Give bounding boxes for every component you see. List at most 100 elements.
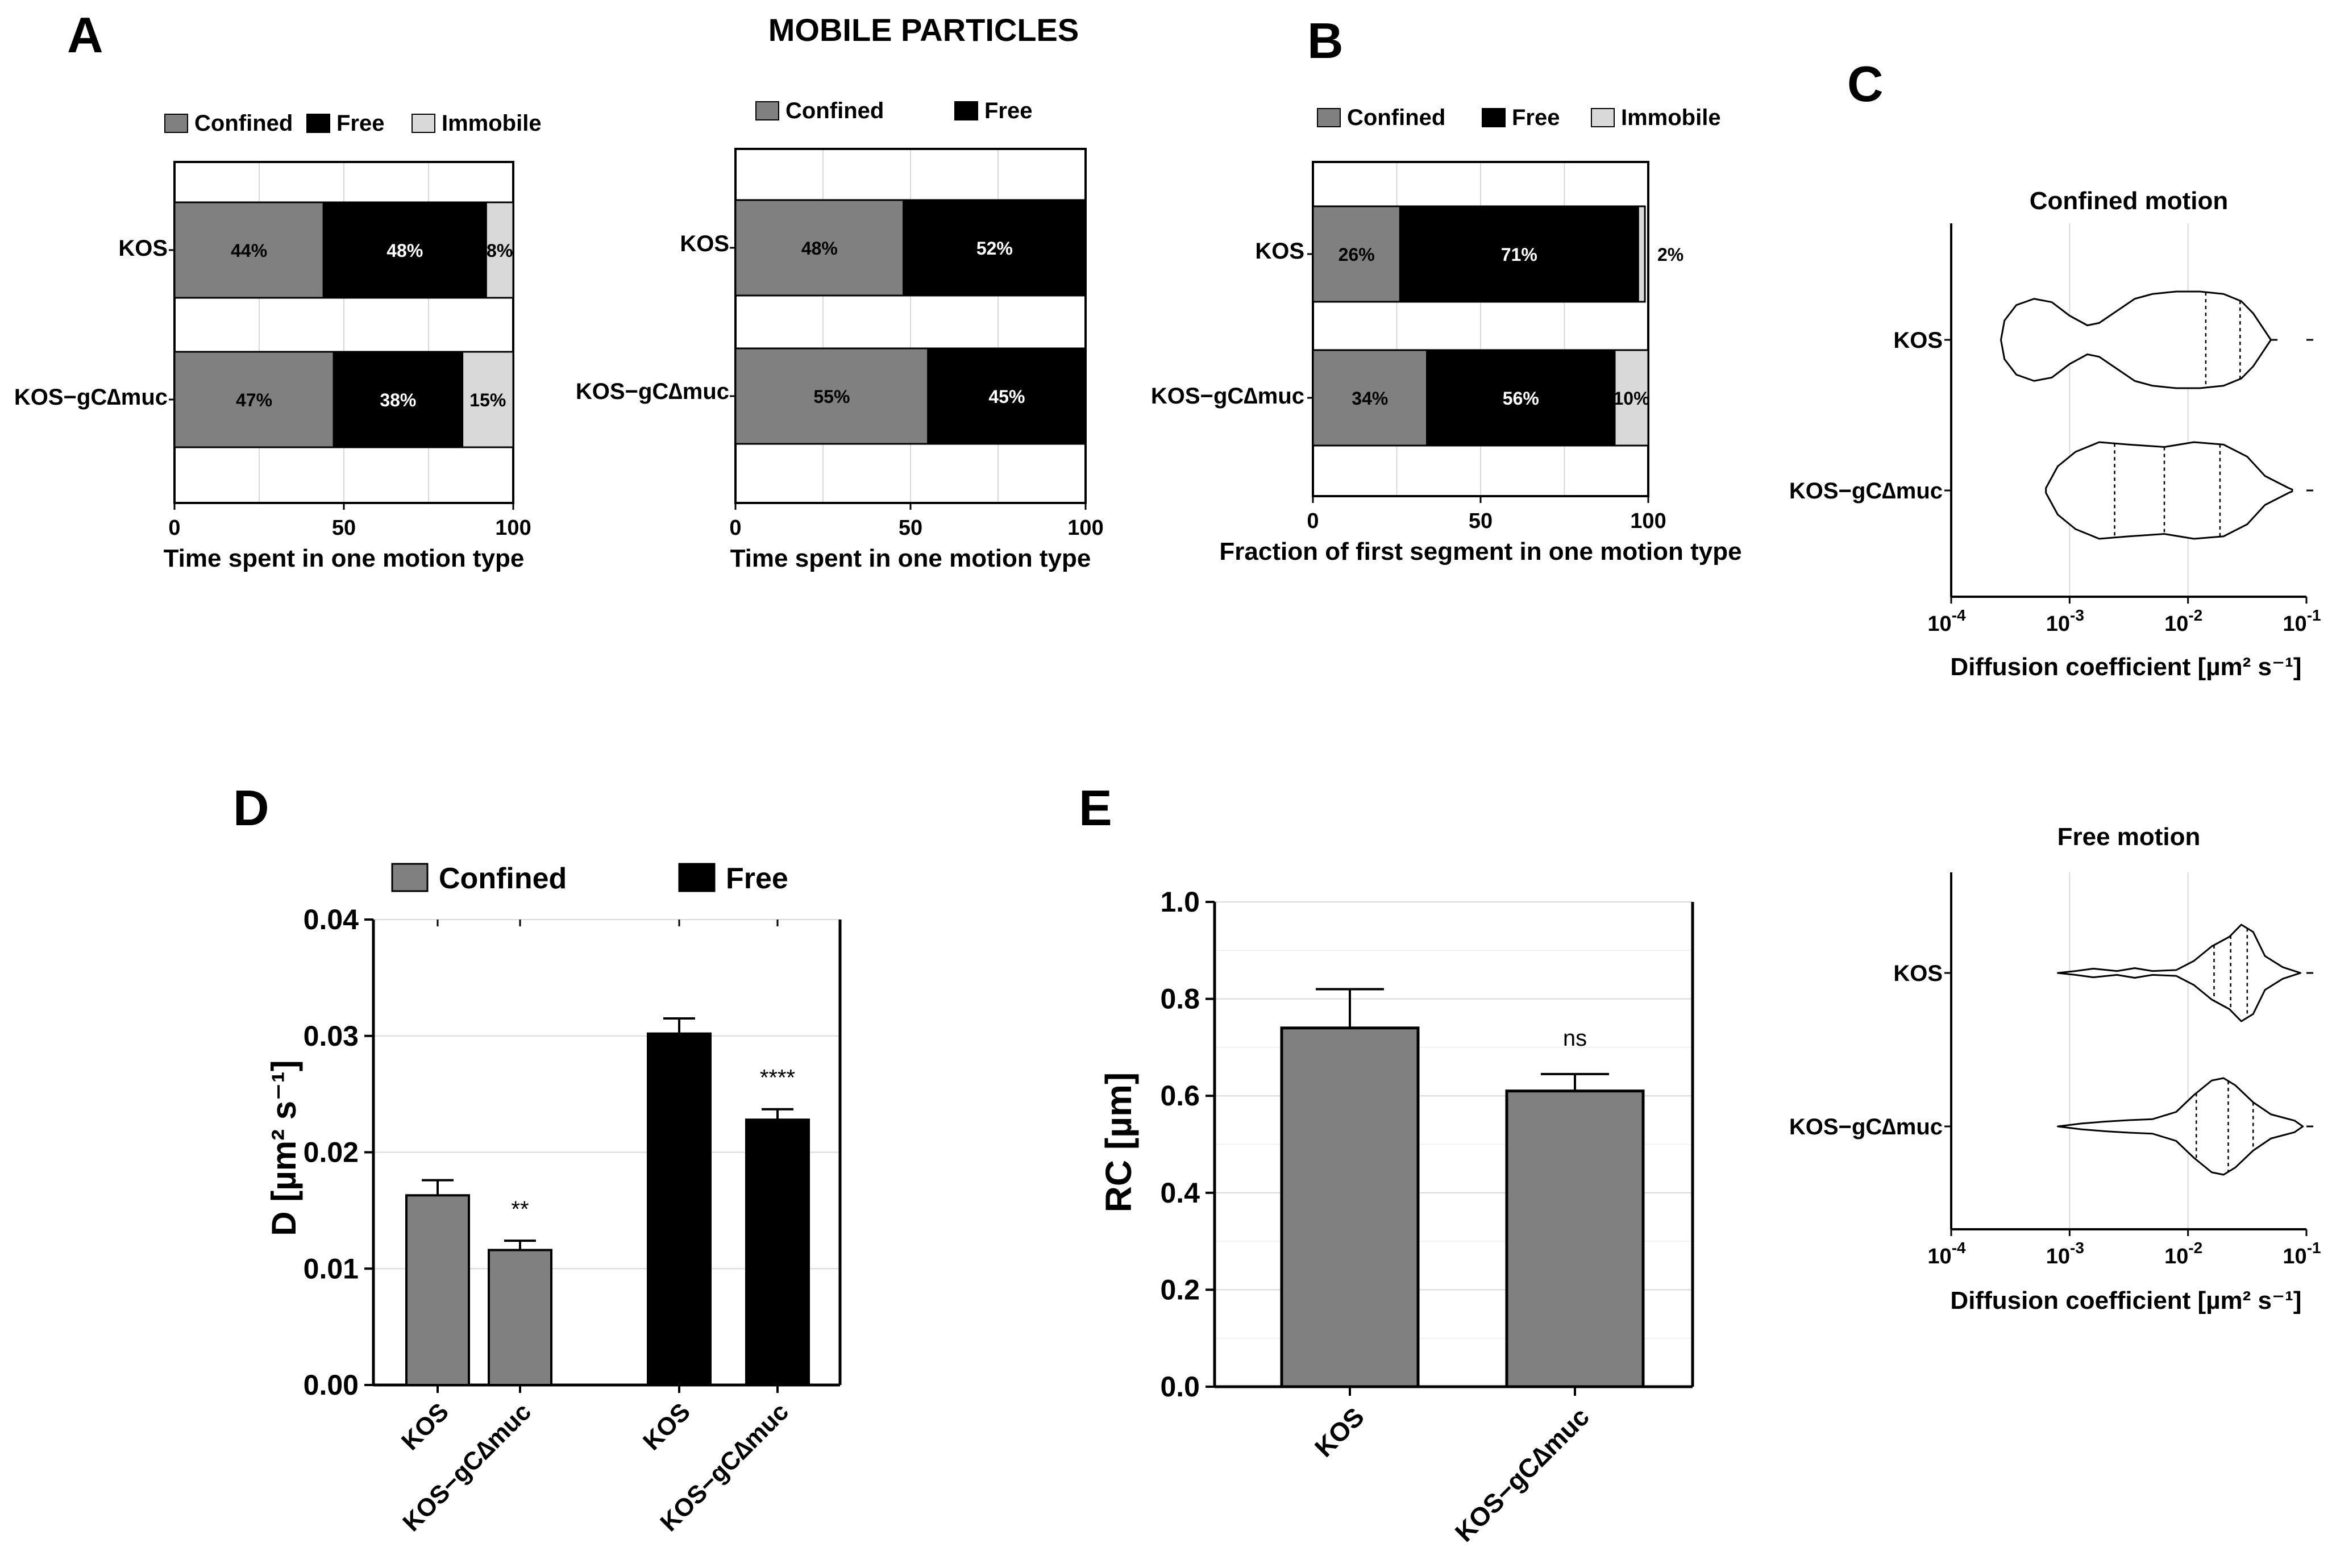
bar-segment: [734, 199, 905, 297]
category-label: KOS: [1893, 328, 1943, 353]
data-label: 48%: [801, 238, 838, 259]
panel-label-b: B: [1307, 13, 1344, 69]
data-label: 47%: [236, 390, 272, 410]
bar-segment: [927, 347, 1087, 445]
x-tick-label: 50: [1469, 509, 1493, 533]
y-tick-label: 0.2: [1160, 1274, 1200, 1305]
data-label: 34%: [1352, 388, 1388, 409]
category-label: KOS: [638, 1398, 696, 1455]
figure-title: MOBILE PARTICLES: [768, 12, 1079, 48]
panel-label-a: A: [67, 7, 103, 63]
x-tick-label: 0: [1307, 509, 1319, 533]
chart-layer: Confined Free Immobile 44% 48% 8% KOS 47% 38% 15%…: [14, 98, 2321, 1548]
legend-label: Confined: [439, 862, 567, 895]
y-tick-label: 0.00: [304, 1369, 359, 1401]
tick-exponent: -3: [2070, 606, 2084, 624]
bar-segment: [322, 201, 487, 299]
x-tick-label: 0: [168, 516, 180, 540]
category-label: KOS: [1893, 961, 1943, 986]
legend-label: Free: [336, 111, 385, 136]
legend-label: Free: [1512, 105, 1560, 130]
y-axis-label: D [µm² s⁻¹]: [265, 1060, 303, 1236]
bar: [647, 1032, 712, 1386]
tick-base: 10: [2046, 612, 2070, 636]
x-axis-label: Time spent in one motion type: [730, 544, 1091, 572]
tick-exponent: -1: [2307, 1239, 2321, 1257]
bar-segment: [1399, 205, 1639, 303]
bar: [1280, 1026, 1420, 1388]
x-axis-label: Diffusion coefficient [µm² s⁻¹]: [1950, 653, 2301, 681]
category-label: KOS−gC∆muc: [1789, 479, 1943, 504]
legend-label: Immobile: [1621, 105, 1721, 130]
data-label: 48%: [386, 240, 423, 261]
significance-label: **: [511, 1197, 529, 1222]
tick-exponent: -4: [1952, 1239, 1966, 1257]
tick-base: 10: [2164, 612, 2188, 636]
tick-exponent: -3: [2070, 1239, 2084, 1257]
significance-label: ****: [760, 1066, 795, 1091]
data-label: 2%: [1657, 244, 1683, 265]
legend-swatch: [1482, 108, 1506, 127]
tick-exponent: -2: [2188, 606, 2202, 624]
legend-swatch: [411, 114, 435, 133]
x-tick-label: 10-2: [2164, 1239, 2202, 1268]
x-tick-label: 10-4: [1927, 606, 1966, 636]
category-label: KOS: [1255, 239, 1304, 264]
tick-base: 10: [2164, 1245, 2188, 1268]
legend-swatch: [755, 101, 779, 120]
tick-base: 10: [1927, 1245, 1951, 1268]
bar-segment: [173, 201, 325, 299]
tick-base: 10: [2283, 1245, 2306, 1268]
tick-base: 10: [1927, 612, 1951, 636]
y-tick-label: 0.8: [1160, 983, 1200, 1015]
y-tick-label: 0.6: [1160, 1080, 1200, 1112]
category-label: KOS−gC∆muc: [1449, 1401, 1595, 1547]
data-label: 10%: [1613, 388, 1649, 409]
category-label: KOS: [680, 231, 729, 256]
y-tick-label: 0.04: [304, 904, 359, 935]
tick-exponent: -1: [2307, 606, 2321, 624]
x-axis-label: Fraction of first segment in one motion …: [1219, 538, 1741, 565]
y-tick-label: 1.0: [1160, 886, 1200, 918]
significance-label: ns: [1563, 1026, 1587, 1051]
legend-swatch: [678, 863, 716, 892]
legend-swatch: [306, 114, 330, 133]
y-tick-label: 0.01: [304, 1253, 359, 1284]
bar-segment: [1637, 205, 1646, 303]
category-label: KOS−gC∆muc: [576, 379, 729, 404]
legend-swatch: [954, 101, 978, 120]
bar-segment: [903, 199, 1087, 297]
x-tick-label: 100: [1067, 516, 1103, 540]
legend-swatch: [391, 863, 429, 892]
y-tick-label: 0.02: [304, 1137, 359, 1168]
x-axis-label: Diffusion coefficient [µm² s⁻¹]: [1950, 1287, 2301, 1315]
panel-label-d: D: [233, 780, 269, 836]
category-label: KOS: [118, 236, 168, 261]
x-tick-label: 50: [899, 516, 922, 540]
bar-segment: [1614, 349, 1649, 447]
x-axis-label: Time spent in one motion type: [164, 544, 525, 572]
y-tick-label: 0.0: [1160, 1371, 1200, 1403]
data-label: 55%: [813, 386, 850, 407]
category-label: KOS: [396, 1398, 454, 1455]
legend-label: Confined: [194, 111, 293, 136]
bar: [405, 1194, 470, 1387]
x-tick-label: 100: [1630, 509, 1666, 533]
data-label: 56%: [1503, 388, 1539, 409]
tick-base: 10: [2283, 612, 2306, 636]
bar-segment: [1312, 205, 1401, 303]
category-label: KOS−gC∆muc: [14, 385, 168, 410]
category-label: KOS: [1309, 1401, 1370, 1462]
x-tick-label: 10-1: [2283, 606, 2321, 636]
data-label: 15%: [469, 390, 506, 410]
legend-label: Immobile: [442, 111, 542, 136]
violin-shape: [2057, 924, 2302, 1022]
tick-exponent: -2: [2188, 1239, 2202, 1257]
data-label: 45%: [988, 386, 1025, 407]
y-axis-label: RC [µm]: [1098, 1072, 1139, 1213]
data-label: 71%: [1501, 244, 1537, 265]
violin-title: Free motion: [2057, 823, 2201, 851]
y-tick-label: 0.03: [304, 1020, 359, 1052]
x-tick-label: 50: [332, 516, 356, 540]
